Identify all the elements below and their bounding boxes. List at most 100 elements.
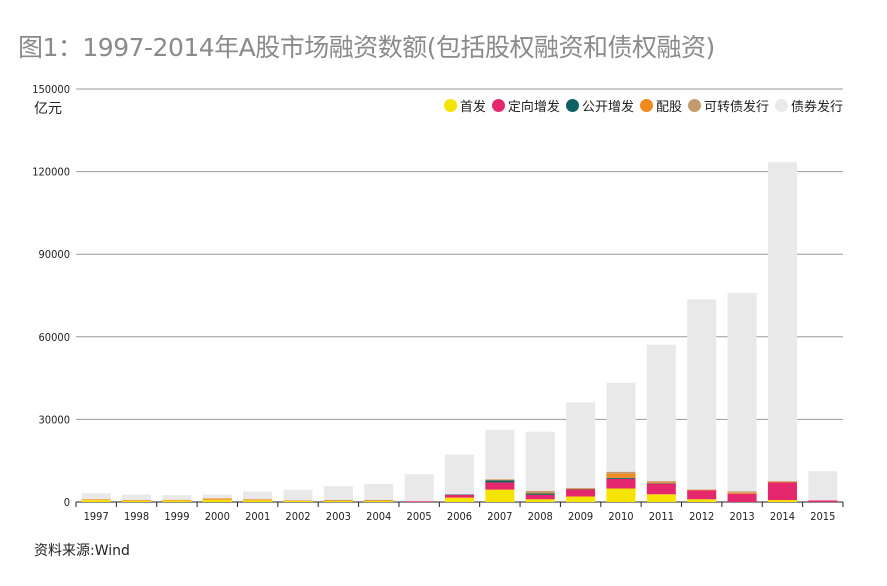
bar-segment <box>646 344 676 482</box>
bar-segment <box>243 499 273 501</box>
bar-segment <box>202 494 232 499</box>
legend-label: 可转债发行 <box>703 100 769 115</box>
bar-segment <box>323 500 353 501</box>
bar-segment <box>364 500 394 502</box>
legend-swatch <box>687 99 701 112</box>
bar-segment <box>485 480 515 483</box>
y-axis-unit: 亿元 <box>34 101 62 117</box>
bar-segment <box>323 499 353 501</box>
bar-segment <box>122 500 152 502</box>
bar-segment <box>404 501 434 502</box>
bar-segment <box>283 489 313 501</box>
bar-segment <box>566 402 596 488</box>
bar-segment <box>525 431 555 491</box>
bar-segment <box>727 491 757 493</box>
legend: 首发 定向增发 公开增发 配股 可转债发行 债券发行 <box>443 96 843 115</box>
x-tick-label: 1999 <box>164 510 189 523</box>
x-tick-label: 2002 <box>285 510 310 523</box>
bar-segment <box>81 499 111 501</box>
legend-swatch <box>774 99 788 112</box>
y-tick-label: 30000 <box>39 413 70 426</box>
x-tick-label: 2011 <box>649 510 674 523</box>
x-tick-label: 2014 <box>770 510 795 523</box>
bar-segment <box>687 489 717 491</box>
bar-segment <box>767 500 797 502</box>
bar-segment <box>687 299 717 490</box>
bar-segment <box>485 479 515 481</box>
bar-segment <box>364 499 394 501</box>
bar-segment <box>525 493 555 494</box>
bar-segment <box>485 482 515 490</box>
bar-segment <box>364 483 394 500</box>
legend-label: 首发 <box>459 100 486 115</box>
legend-label: 定向增发 <box>507 100 560 115</box>
x-tick-label: 2003 <box>326 510 351 523</box>
bar-segment <box>485 489 515 502</box>
legend-item: 债券发行 <box>774 96 843 115</box>
x-tick-label: 2007 <box>487 510 512 523</box>
bar-segment <box>808 471 838 501</box>
bar-segment <box>525 493 555 495</box>
bar-segment <box>606 382 636 472</box>
bar-segment <box>444 454 475 495</box>
bar-segment <box>727 492 757 494</box>
x-tick-label: 2004 <box>366 510 391 523</box>
bar-segment <box>566 489 596 497</box>
x-tick-label: 2009 <box>568 510 593 523</box>
legend-swatch <box>443 99 457 112</box>
x-tick-label: 2015 <box>810 510 835 523</box>
bar-segment <box>646 482 676 484</box>
bar-segment <box>687 489 717 490</box>
legend-swatch <box>639 99 653 112</box>
bar-segment <box>808 500 838 502</box>
bar-segment <box>283 500 313 501</box>
bar-segment <box>283 500 313 502</box>
bar-segment <box>444 494 475 498</box>
source-note: 资料来源:Wind <box>34 543 130 559</box>
bar-segment <box>162 499 192 501</box>
bar-segment <box>767 481 797 482</box>
legend-label: 公开增发 <box>581 100 634 115</box>
bar-segment <box>727 493 757 502</box>
bar-segment <box>364 501 394 502</box>
x-tick-label: 1997 <box>84 510 109 523</box>
bar-segment <box>646 494 676 502</box>
bar-segment <box>162 500 192 502</box>
bar-segment <box>525 494 555 500</box>
x-tick-label: 2001 <box>245 510 270 523</box>
legend-swatch <box>565 99 579 112</box>
x-tick-label: 2006 <box>447 510 472 523</box>
bar-segment <box>404 474 434 502</box>
bar-segment <box>606 478 636 489</box>
legend-item: 可转债发行 <box>687 96 769 115</box>
bar-segment <box>687 499 717 502</box>
y-tick-label: 90000 <box>39 248 70 261</box>
bar-segment <box>767 162 797 482</box>
chart-title: 图1：1997-2014年A股市场融资数额(包括股权融资和债权融资) <box>18 33 715 62</box>
bar-segment <box>485 479 515 480</box>
bar-segment <box>767 482 797 501</box>
legend-label: 债券发行 <box>790 100 843 115</box>
bar-segment <box>81 500 111 502</box>
bar-segment <box>646 483 676 495</box>
bar-segment <box>243 491 273 500</box>
bar-segment <box>444 494 475 495</box>
x-tick-label: 1998 <box>124 510 149 523</box>
bar-segment <box>687 490 717 500</box>
bar-segment <box>122 500 152 501</box>
legend-swatch <box>491 99 505 112</box>
y-tick-label: 0 <box>64 496 70 509</box>
x-tick-label: 2000 <box>205 510 230 523</box>
bar-segment <box>566 488 596 490</box>
bar-segment <box>566 489 596 490</box>
bar-segment <box>606 477 636 479</box>
bar-segment <box>444 497 475 502</box>
legend-item: 定向增发 <box>491 96 560 115</box>
x-tick-label: 2013 <box>729 510 754 523</box>
bar-segment <box>727 293 757 492</box>
y-tick-label: 120000 <box>32 166 70 179</box>
bar-segment <box>81 493 111 500</box>
legend-label: 配股 <box>655 100 682 115</box>
legend-item: 配股 <box>639 96 682 115</box>
